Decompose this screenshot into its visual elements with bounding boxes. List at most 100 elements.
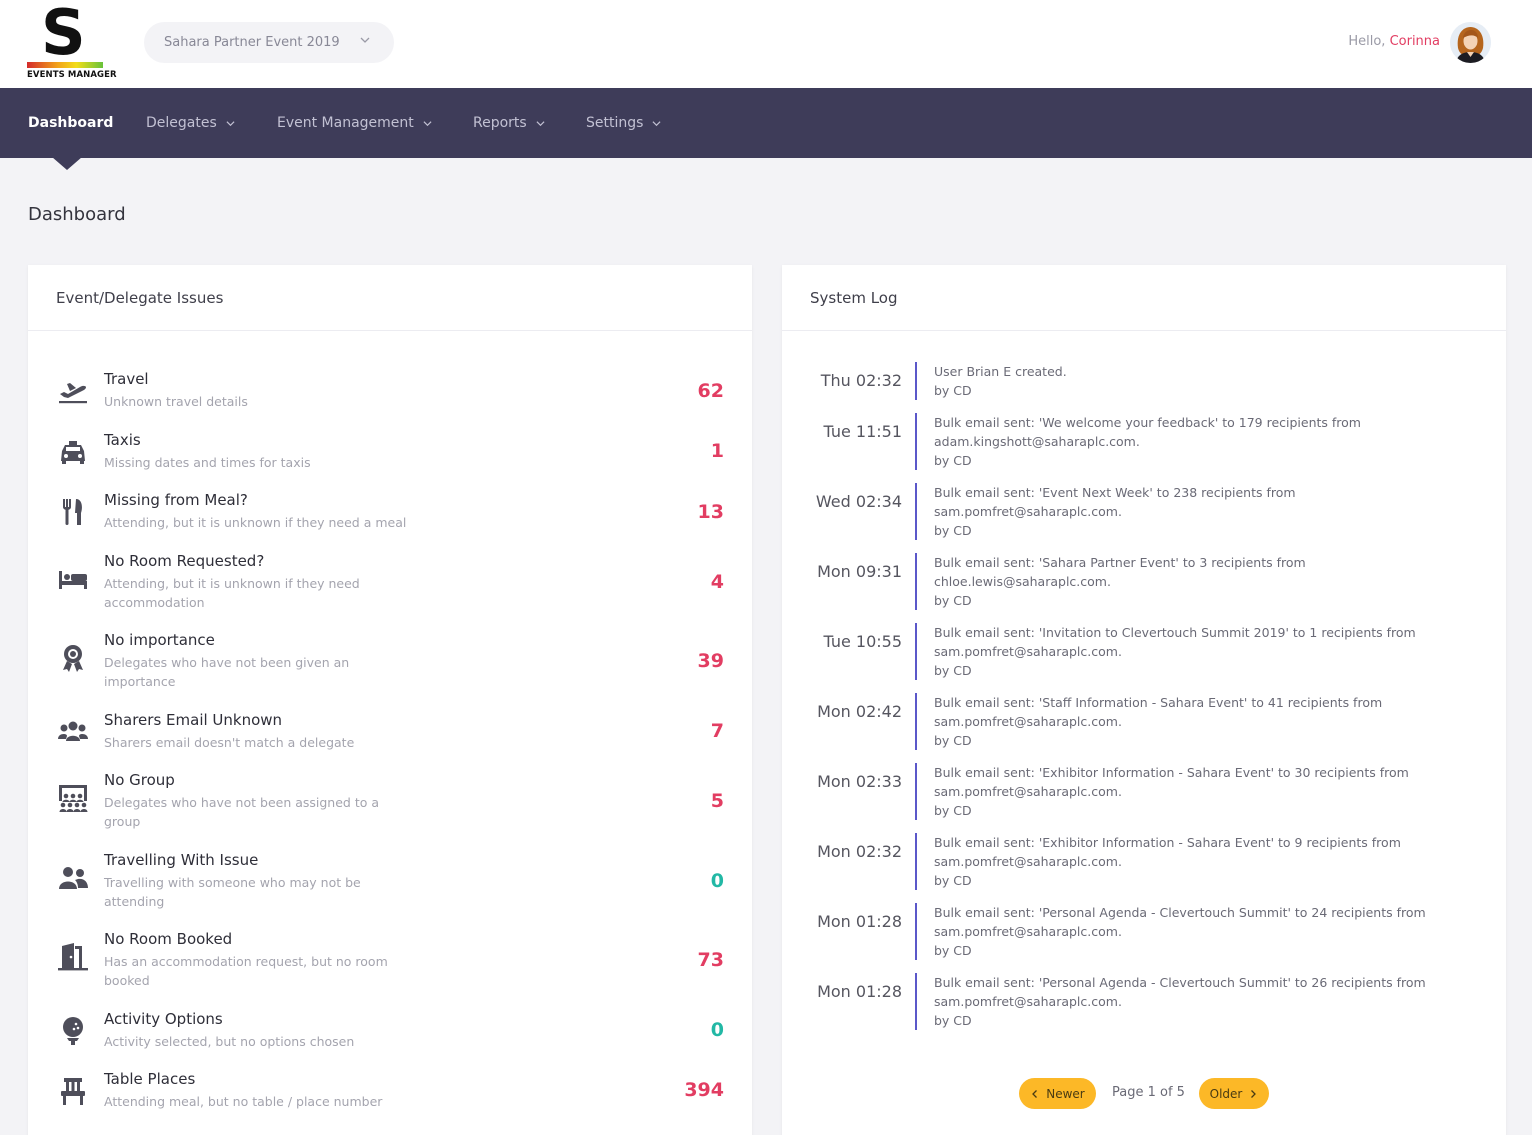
issue-count: 4 <box>710 571 724 593</box>
log-time: Thu 02:32 <box>820 371 902 390</box>
issue-count: 0 <box>710 1019 724 1041</box>
issue-count: 39 <box>697 650 724 672</box>
issue-description: Delegates who have not been assigned to … <box>104 795 380 829</box>
issue-title: Taxis <box>104 431 141 449</box>
newer-button[interactable]: Newer <box>1019 1078 1096 1109</box>
nav-delegates-label: Delegates <box>146 115 217 131</box>
log-message: Bulk email sent: 'Personal Agenda - Clev… <box>934 973 1474 1030</box>
logo-color-bar <box>27 62 103 68</box>
log-time: Tue 11:51 <box>823 422 902 441</box>
issue-title: No Group <box>104 771 175 789</box>
avatar[interactable] <box>1450 22 1491 63</box>
logo-letter: S <box>41 0 86 69</box>
log-line: sam.pomfret@saharaplc.com. <box>934 854 1122 869</box>
log-line: by CD <box>934 383 972 398</box>
log-message: Bulk email sent: 'Staff Information - Sa… <box>934 693 1474 750</box>
door-open-icon <box>54 938 92 976</box>
event-selector[interactable]: Sahara Partner Event 2019 <box>144 22 394 63</box>
top-header: S EVENTS MANAGER Sahara Partner Event 20… <box>0 0 1532 88</box>
log-card-title: System Log <box>782 265 1506 331</box>
page-title: Dashboard <box>28 204 126 225</box>
log-message: User Brian E created. by CD <box>934 362 1474 400</box>
main-nav: Dashboard Delegates Event Management Rep… <box>0 88 1532 158</box>
log-time: Mon 01:28 <box>817 912 902 931</box>
greeting-text: Hello, <box>1348 34 1386 49</box>
log-message: Bulk email sent: 'Event Next Week' to 23… <box>934 483 1474 540</box>
chevron-down-icon <box>423 120 432 126</box>
log-line: by CD <box>934 943 972 958</box>
issue-title: Missing from Meal? <box>104 491 248 509</box>
log-divider <box>915 833 917 890</box>
issue-count: 62 <box>697 380 724 402</box>
chevron-down-icon <box>360 37 370 43</box>
log-line: sam.pomfret@saharaplc.com. <box>934 504 1122 519</box>
log-divider <box>915 693 917 750</box>
log-line: Bulk email sent: 'We welcome your feedba… <box>934 415 1361 430</box>
issue-title: Sharers Email Unknown <box>104 711 283 729</box>
issue-title: Travelling With Issue <box>104 851 259 869</box>
log-line: Bulk email sent: 'Staff Information - Sa… <box>934 695 1383 710</box>
issues-card-title: Event/Delegate Issues <box>28 265 752 331</box>
log-line: by CD <box>934 1013 972 1028</box>
taxi-icon <box>54 433 92 471</box>
user-greeting: Hello, Corinna <box>1348 34 1440 49</box>
utensils-icon <box>54 493 92 531</box>
log-line: User Brian E created. <box>934 364 1067 379</box>
events-manager-logo[interactable]: S EVENTS MANAGER <box>27 0 117 82</box>
log-line: sam.pomfret@saharaplc.com. <box>934 784 1122 799</box>
log-line: by CD <box>934 663 972 678</box>
log-time: Tue 10:55 <box>823 632 902 651</box>
issue-count: 13 <box>697 501 724 523</box>
nav-settings[interactable]: Settings <box>586 88 661 158</box>
log-time: Mon 09:31 <box>817 562 902 581</box>
log-line: Bulk email sent: 'Invitation to Cleverto… <box>934 625 1416 640</box>
issue-description: Sharers email doesn't match a delegate <box>104 735 355 750</box>
log-line: by CD <box>934 803 972 818</box>
issue-description: Delegates who have not been given an imp… <box>104 655 350 689</box>
log-line: chloe.lewis@saharaplc.com. <box>934 574 1111 589</box>
log-line: sam.pomfret@saharaplc.com. <box>934 924 1122 939</box>
issue-count: 1 <box>710 440 724 462</box>
log-divider <box>915 973 917 1030</box>
user-name[interactable]: Corinna <box>1389 34 1440 49</box>
log-line: Bulk email sent: 'Sahara Partner Event' … <box>934 555 1306 570</box>
issue-description: Has an accommodation request, but no roo… <box>104 954 388 988</box>
users-icon <box>54 713 92 751</box>
active-nav-pointer <box>52 157 82 170</box>
log-message: Bulk email sent: 'Exhibitor Information … <box>934 833 1474 890</box>
golf-ball-icon <box>54 1012 92 1050</box>
log-message: Bulk email sent: 'Exhibitor Information … <box>934 763 1474 820</box>
issue-description: Attending meal, but no table / place num… <box>104 1094 383 1109</box>
nav-delegates[interactable]: Delegates <box>146 88 235 158</box>
nav-dashboard-label: Dashboard <box>28 115 114 131</box>
log-line: Bulk email sent: 'Personal Agenda - Clev… <box>934 975 1426 990</box>
nav-settings-label: Settings <box>586 115 644 131</box>
chair-icon <box>54 1072 92 1110</box>
system-log-card: System Log Thu 02:32 User Brian E create… <box>782 265 1506 1135</box>
nav-dashboard[interactable]: Dashboard <box>28 88 113 158</box>
issue-count: 7 <box>710 720 724 742</box>
user-friends-icon <box>54 859 92 897</box>
log-divider <box>915 413 917 470</box>
log-line: adam.kingshott@saharaplc.com. <box>934 434 1140 449</box>
chevron-right-icon <box>1251 1089 1257 1098</box>
older-button[interactable]: Older <box>1199 1078 1269 1109</box>
log-line: Bulk email sent: 'Exhibitor Information … <box>934 765 1409 780</box>
log-line: by CD <box>934 733 972 748</box>
page-indicator: Page 1 of 5 <box>1112 1085 1185 1100</box>
nav-event-management-label: Event Management <box>277 115 414 131</box>
nav-reports[interactable]: Reports <box>473 88 545 158</box>
older-label: Older <box>1209 1086 1243 1101</box>
log-message: Bulk email sent: 'We welcome your feedba… <box>934 413 1474 470</box>
issue-title: No Room Requested? <box>104 552 265 570</box>
log-time: Mon 02:32 <box>817 842 902 861</box>
issue-description: Attending, but it is unknown if they nee… <box>104 515 407 530</box>
issue-title: Activity Options <box>104 1010 223 1028</box>
issue-title: Table Places <box>104 1070 196 1088</box>
log-time: Mon 01:28 <box>817 982 902 1001</box>
plane-departure-icon <box>54 372 92 410</box>
log-line: Bulk email sent: 'Exhibitor Information … <box>934 835 1401 850</box>
log-message: Bulk email sent: 'Sahara Partner Event' … <box>934 553 1474 610</box>
nav-event-management[interactable]: Event Management <box>277 88 432 158</box>
log-line: sam.pomfret@saharaplc.com. <box>934 644 1122 659</box>
